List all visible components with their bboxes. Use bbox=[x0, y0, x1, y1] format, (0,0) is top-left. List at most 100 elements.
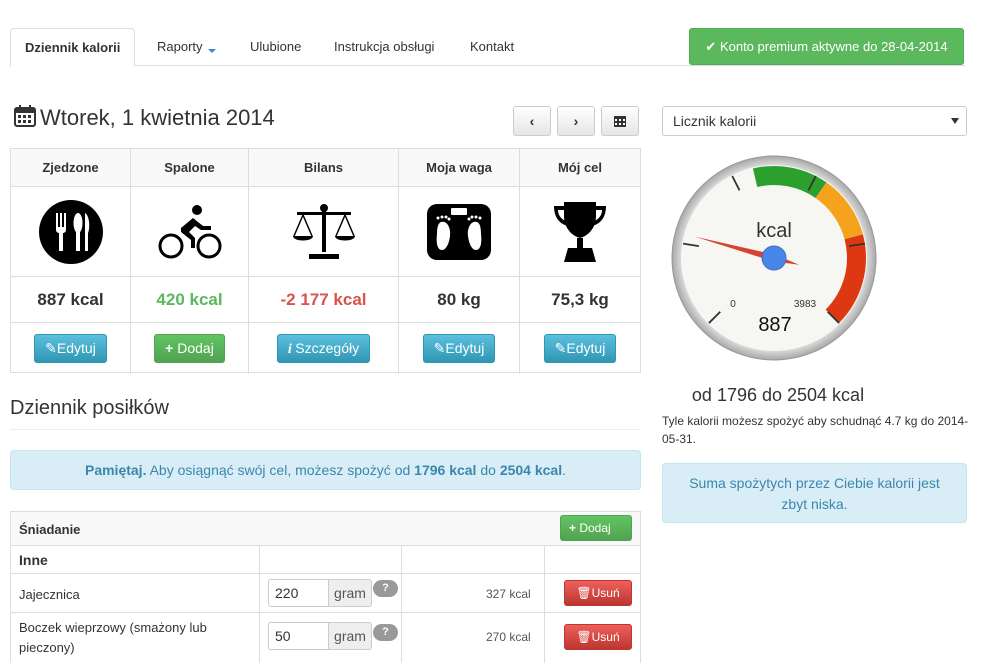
meal-table: Śniadanie + Dodaj Inne Jajecznica 220 gr… bbox=[10, 511, 641, 663]
prev-day-button[interactable]: ‹ bbox=[513, 106, 551, 136]
calorie-gauge: kcal 0 3983 887 bbox=[671, 155, 877, 361]
amount-input[interactable]: 220 bbox=[268, 579, 329, 607]
pencil-icon: ✎ bbox=[45, 339, 57, 356]
goal-description: Tyle kalorii możesz spożyć aby schudnąć … bbox=[662, 414, 969, 446]
cutlery-icon bbox=[11, 187, 130, 277]
calorie-range: od 1796 do 2504 kcal bbox=[691, 385, 865, 405]
stat-value: 420 kcal bbox=[131, 277, 248, 323]
tab-label: Ulubione bbox=[250, 39, 302, 54]
tab-label: Dziennik kalorii bbox=[25, 40, 121, 55]
table-row: Boczek wieprzowy (smażony lub pieczony) … bbox=[11, 613, 640, 663]
gauge-max-label: 3983 bbox=[794, 299, 817, 310]
premium-status-button[interactable]: ✔ Konto premium aktywne do 28-04-2014 bbox=[689, 28, 964, 65]
button-label: Edytuj bbox=[56, 339, 96, 356]
calendar-button[interactable] bbox=[601, 106, 639, 136]
stat-value: 75,3 kg bbox=[520, 277, 640, 323]
tab-label: Instrukcja obsługi bbox=[334, 39, 435, 54]
reminder-end: . bbox=[562, 462, 566, 478]
button-label: Dodaj bbox=[177, 339, 214, 356]
page-title: Wtorek, 1 kwietnia 2014 bbox=[14, 105, 275, 133]
pencil-icon: ✎ bbox=[433, 339, 446, 356]
tab-label: Raporty bbox=[157, 39, 203, 54]
stat-eaten: Zjedzone 887 kcal ✎Edytuj bbox=[11, 149, 131, 374]
stat-value: 80 kg bbox=[399, 277, 519, 323]
warning-text: Suma spożytych przez Ciebie kalorii jest… bbox=[689, 475, 940, 512]
delete-food-button[interactable]: 🗑Usuń bbox=[564, 580, 632, 606]
stat-header: Zjedzone bbox=[11, 149, 130, 187]
add-food-button[interactable]: + Dodaj bbox=[560, 515, 632, 541]
meal-name: Śniadanie bbox=[19, 522, 81, 537]
chevron-down-icon bbox=[951, 118, 959, 124]
stat-balance: Bilans -2 177 kcal i Szczegóły bbox=[249, 149, 399, 374]
help-icon[interactable]: ? bbox=[373, 624, 398, 641]
reminder-mid: do bbox=[476, 462, 500, 478]
add-burned-button[interactable]: + Dodaj bbox=[154, 333, 225, 363]
scale-icon bbox=[249, 187, 398, 277]
select-value: Licznik kalorii bbox=[673, 113, 757, 129]
reminder-min: 1796 kcal bbox=[414, 462, 477, 478]
stat-weight: Moja waga 80 kg ✎Edytuj bbox=[399, 149, 520, 374]
divider bbox=[259, 546, 260, 663]
tab-raporty[interactable]: Raporty bbox=[143, 28, 230, 66]
tab-kontakt[interactable]: Kontakt bbox=[456, 28, 528, 66]
button-label: Szczegóły bbox=[295, 339, 360, 356]
next-day-button[interactable]: › bbox=[557, 106, 595, 136]
gauge-tick bbox=[682, 242, 700, 247]
stat-value: 887 kcal bbox=[11, 277, 130, 323]
plus-icon: + bbox=[569, 521, 580, 535]
reminder-max: 2504 kcal bbox=[499, 462, 563, 478]
meal-header-row: Śniadanie + Dodaj bbox=[11, 512, 640, 546]
chevron-left-icon: ‹ bbox=[529, 113, 535, 129]
trash-icon: 🗑 bbox=[576, 630, 592, 644]
unit-addon: gram bbox=[329, 579, 372, 607]
reminder-prefix: Pamiętaj. bbox=[84, 462, 147, 478]
counter-select[interactable]: Licznik kalorii bbox=[662, 106, 967, 136]
stat-header: Moja waga bbox=[399, 149, 519, 187]
category-row: Inne bbox=[11, 546, 640, 574]
chevron-right-icon: › bbox=[573, 113, 579, 129]
stat-header: Bilans bbox=[249, 149, 398, 187]
check-icon: ✔ bbox=[705, 39, 717, 54]
stat-header: Spalone bbox=[131, 149, 248, 187]
stat-goal: Mój cel 75,3 kg ✎Edytuj bbox=[520, 149, 640, 374]
edit-goal-button[interactable]: ✎Edytuj bbox=[543, 333, 617, 363]
amount-input-group: 220 gram bbox=[268, 579, 372, 607]
food-kcal: 327 kcal bbox=[486, 587, 531, 601]
main-nav: Dziennik kalorii Raporty Ulubione Instru… bbox=[10, 28, 965, 67]
amount-input[interactable]: 50 bbox=[268, 622, 329, 650]
calendar-icon bbox=[614, 113, 626, 129]
trophy-icon bbox=[520, 187, 640, 277]
stat-burned: Spalone 420 kcal + Dodaj bbox=[131, 149, 249, 374]
gauge-value: 887 bbox=[758, 314, 791, 336]
button-label: Edytuj bbox=[566, 339, 606, 356]
food-name: Jajecznica bbox=[19, 587, 80, 602]
help-icon[interactable]: ? bbox=[373, 580, 398, 597]
stat-value: -2 177 kcal bbox=[249, 277, 398, 323]
meal-log-title: Dziennik posiłków bbox=[10, 397, 169, 419]
plus-icon: + bbox=[165, 339, 178, 356]
balance-details-button[interactable]: i Szczegóły bbox=[276, 333, 371, 363]
button-label: Edytuj bbox=[445, 339, 485, 356]
gauge-band bbox=[825, 234, 866, 324]
tab-instrukcja[interactable]: Instrukcja obsługi bbox=[320, 28, 448, 66]
gauge-tick bbox=[827, 311, 840, 324]
calendar-icon bbox=[14, 105, 36, 133]
tab-dziennik-kalorii[interactable]: Dziennik kalorii bbox=[10, 28, 136, 67]
unit-addon: gram bbox=[329, 622, 372, 650]
food-name: Boczek wieprzowy (smażony lub pieczony) bbox=[19, 620, 207, 655]
delete-food-button[interactable]: 🗑Usuń bbox=[564, 624, 632, 650]
edit-eaten-button[interactable]: ✎Edytuj bbox=[34, 333, 107, 363]
divider bbox=[10, 429, 641, 430]
gauge-tick bbox=[848, 242, 866, 247]
info-icon: i bbox=[287, 341, 296, 357]
button-label: Dodaj bbox=[579, 521, 611, 535]
gauge-tick bbox=[731, 175, 741, 191]
edit-weight-button[interactable]: ✎Edytuj bbox=[422, 333, 496, 363]
tab-ulubione[interactable]: Ulubione bbox=[236, 28, 315, 66]
premium-label: Konto premium aktywne do 28-04-2014 bbox=[719, 39, 948, 54]
low-calorie-alert: Suma spożytych przez Ciebie kalorii jest… bbox=[662, 463, 967, 523]
pencil-icon: ✎ bbox=[554, 339, 567, 356]
table-row: Jajecznica 220 gram ? 327 kcal 🗑Usuń bbox=[11, 574, 640, 613]
daily-stats-table: Zjedzone 887 kcal ✎Edytuj Spalone 420 kc… bbox=[10, 148, 641, 374]
food-kcal: 270 kcal bbox=[486, 630, 531, 644]
